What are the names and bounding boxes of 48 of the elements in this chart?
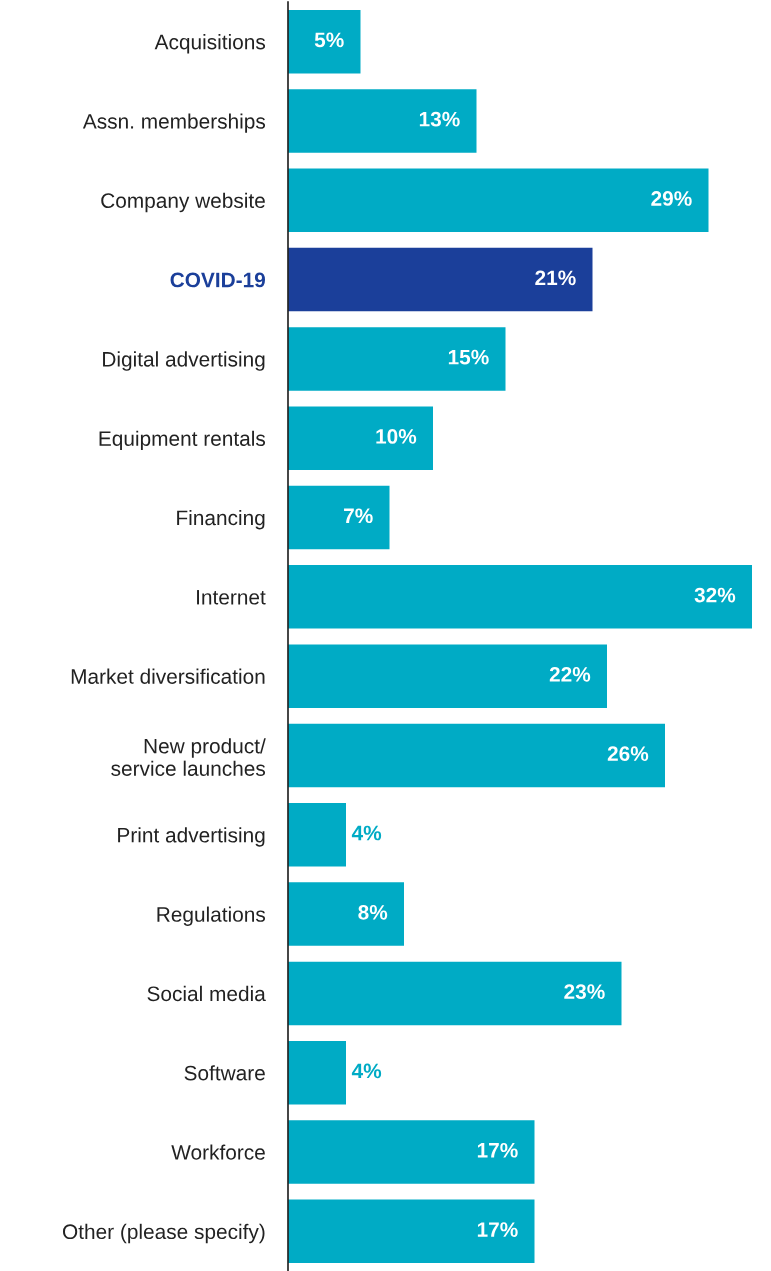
bar: [288, 882, 404, 946]
data-label: 23%: [564, 984, 605, 1000]
y-tick-label: Other (please specify): [62, 1223, 265, 1244]
bar: [288, 327, 506, 391]
bar: [288, 247, 593, 312]
y-tick-label: New product/ service launches: [111, 738, 266, 776]
y-tick-label: Company website: [101, 192, 265, 213]
y-tick-label: Print advertising: [118, 827, 265, 847]
bar: [288, 1199, 535, 1264]
y-tick-label: Acquisitions: [154, 34, 266, 54]
y-tick-label: Internet: [197, 590, 266, 605]
data-label: 10%: [376, 429, 417, 444]
y-tick-label: COVID-19: [170, 272, 266, 288]
bar: [288, 1040, 346, 1105]
y-tick-label: Social media: [147, 985, 266, 1002]
bar: [288, 9, 361, 74]
bar: [288, 723, 665, 788]
data-label: 32%: [694, 587, 736, 603]
data-label: 17%: [477, 1142, 518, 1158]
y-tick-label: Assn. memberships: [82, 113, 266, 133]
data-label: 7%: [344, 508, 373, 524]
bar: [288, 644, 607, 708]
y-tick-label: Equipment rentals: [99, 430, 266, 451]
bar: [288, 168, 709, 233]
data-label: 4%: [351, 1063, 382, 1079]
data-label: 5%: [314, 32, 344, 48]
bar: [288, 406, 433, 470]
y-tick-label: Workforce: [171, 1144, 265, 1160]
bar: [288, 565, 752, 629]
y-tick-label: Regulations: [157, 906, 266, 926]
y-tick-label: Digital advertising: [103, 351, 265, 371]
data-label: 15%: [448, 349, 489, 365]
bar: [288, 803, 346, 867]
bar: [288, 1120, 535, 1184]
bar: [288, 89, 477, 153]
y-tick-label: Financing: [177, 509, 265, 530]
data-label: 13%: [419, 111, 460, 127]
bar: [288, 961, 622, 1026]
data-label: 29%: [651, 191, 692, 206]
data-label: 8%: [358, 904, 388, 920]
y-tick-label: Software: [184, 1065, 265, 1081]
y-tick-label: Market diversification: [71, 668, 265, 684]
data-label: 26%: [607, 746, 649, 762]
data-label: 21%: [535, 270, 576, 286]
data-label: 22%: [549, 667, 591, 682]
data-label: 4%: [351, 825, 382, 841]
data-label: 17%: [477, 1222, 518, 1237]
bar: [288, 485, 390, 550]
